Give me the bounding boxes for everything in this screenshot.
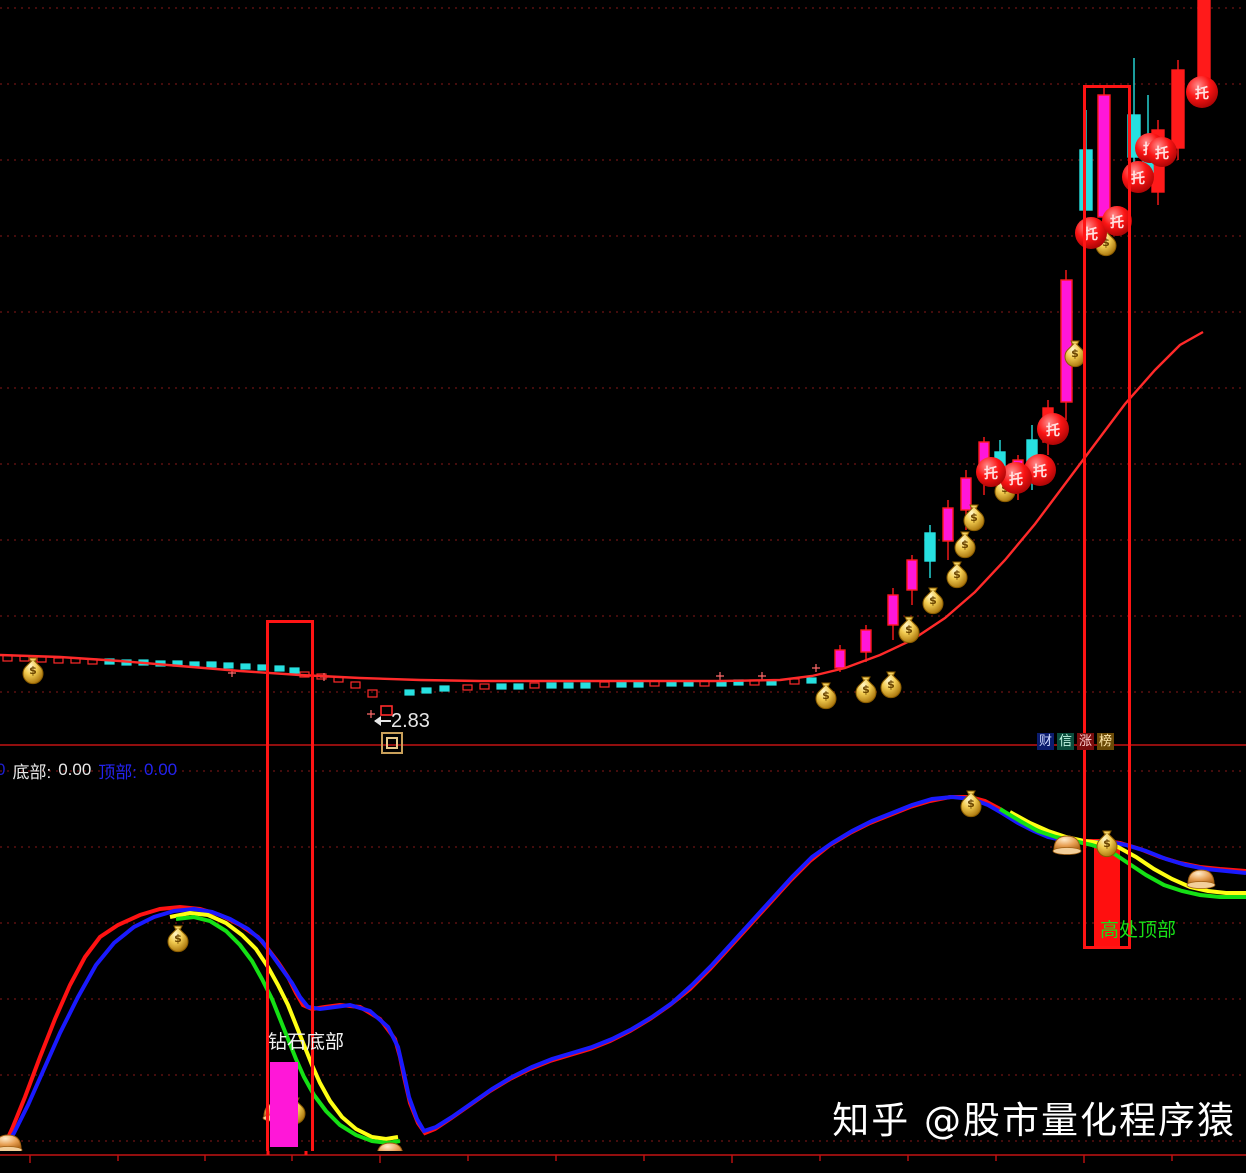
axis-highlight-edges xyxy=(266,1151,308,1155)
moving-average-line xyxy=(0,330,1204,683)
svg-text:$: $ xyxy=(174,932,182,945)
axis-ticks xyxy=(29,1155,1173,1163)
ind-grid-lines xyxy=(0,770,1246,1142)
svg-text:$: $ xyxy=(1103,837,1111,850)
svg-text:托: 托 xyxy=(1084,226,1098,243)
svg-text:托: 托 xyxy=(1033,463,1047,480)
svg-text:$: $ xyxy=(905,623,913,636)
svg-text:$: $ xyxy=(862,683,870,696)
money-marker-group: $ $ $ $ $ xyxy=(22,229,1117,710)
svg-text:$: $ xyxy=(961,538,969,551)
svg-text:$: $ xyxy=(822,689,830,702)
highlight-box-bottom-main xyxy=(266,620,314,757)
svg-text:托: 托 xyxy=(1155,145,1169,162)
svg-text:$: $ xyxy=(970,511,978,524)
svg-text:$: $ xyxy=(887,678,895,691)
badge-cai[interactable]: 财 xyxy=(1037,733,1055,750)
highlight-box-top-ind xyxy=(1083,757,1131,949)
svg-text:$: $ xyxy=(967,797,975,810)
price-tag-value: 2.83 xyxy=(391,710,430,732)
svg-text:托: 托 xyxy=(1046,422,1060,439)
ind-line-blue xyxy=(0,794,1246,1151)
svg-text:托: 托 xyxy=(1009,471,1023,488)
highlight-box-top-main xyxy=(1083,85,1131,757)
cursor-marker[interactable] xyxy=(381,732,403,754)
badge-bang[interactable]: 榜 xyxy=(1097,733,1115,750)
time-axis[interactable]: 2024/04/24 xyxy=(0,1151,1246,1173)
svg-text:托: 托 xyxy=(1131,170,1145,187)
highlight-box-bottom-ind xyxy=(266,757,314,1151)
watermark-text: 知乎 @股市量化程序猿 xyxy=(832,1099,1236,1142)
svg-text:$: $ xyxy=(1102,236,1110,249)
svg-text:$: $ xyxy=(1071,347,1079,360)
price-pointer-arrow xyxy=(374,716,391,726)
svg-text:托: 托 xyxy=(1110,214,1124,231)
ind-histogram-bar xyxy=(1094,843,1120,947)
badge-xin[interactable]: 信 xyxy=(1057,733,1075,750)
candle-series-rally xyxy=(834,0,1211,672)
annotation-high-top: 高处顶部 xyxy=(1100,919,1177,941)
svg-text:$: $ xyxy=(929,594,937,607)
svg-text:托: 托 xyxy=(1195,85,1209,102)
price-panel[interactable]: $ $ $ $ $ xyxy=(0,0,1246,757)
svg-text:$: $ xyxy=(953,568,961,581)
svg-text:托: 托 xyxy=(984,465,998,482)
oscillator-panel[interactable]: $ $ $ $ xyxy=(0,757,1246,1151)
badge-zhang[interactable]: 涨 xyxy=(1077,733,1095,750)
ind-magenta-bar xyxy=(270,1062,298,1147)
candle-series-base xyxy=(2,654,820,718)
grid-lines xyxy=(0,7,1246,693)
svg-text:$: $ xyxy=(29,664,37,677)
badge-row: 财 信 涨 榜 xyxy=(1037,733,1115,750)
ind-line-green xyxy=(175,807,1246,1146)
annotation-diamond-bottom: 钻石底部 xyxy=(268,1031,345,1053)
ind-line-yellow xyxy=(169,810,1246,1142)
